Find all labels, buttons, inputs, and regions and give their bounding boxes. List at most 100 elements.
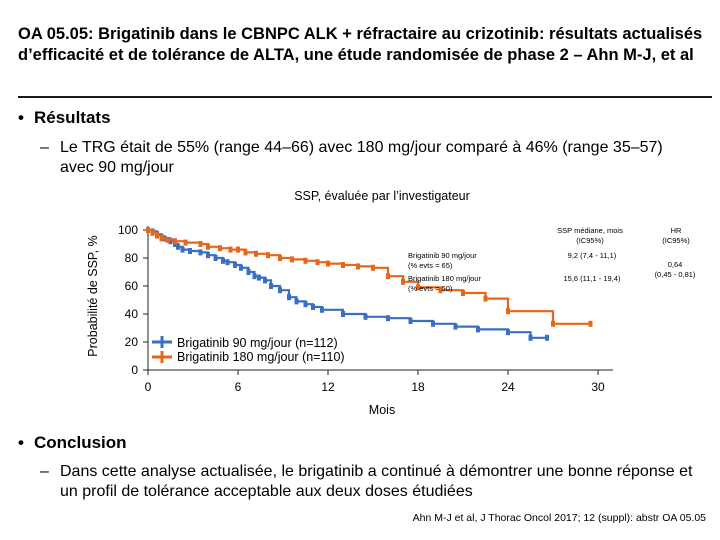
data-point xyxy=(198,241,203,247)
data-point xyxy=(408,318,413,324)
pfs-table: SSP médiane, mois (IC95%) HR (IC95%) Bri… xyxy=(408,226,696,293)
data-point xyxy=(545,334,549,341)
data-point xyxy=(506,329,510,336)
x-tick-label: 24 xyxy=(501,380,515,394)
x-tick-label: 30 xyxy=(591,380,605,394)
legend-item-180: Brigatinib 180 mg/jour (n=110) xyxy=(152,350,345,364)
data-point xyxy=(206,243,210,250)
data-point xyxy=(213,255,218,261)
data-point xyxy=(183,239,188,246)
series-line-1 xyxy=(148,228,591,325)
data-point xyxy=(239,264,243,271)
section-results: • Résultats xyxy=(18,108,111,128)
table-hr-ci: (0,45 - 0,81) xyxy=(655,270,696,279)
y-axis-label: Probabilité de SSP, % xyxy=(86,235,100,356)
data-point xyxy=(431,320,435,327)
chart-title: SSP, évaluée par l’investigateur xyxy=(294,189,470,203)
data-point xyxy=(254,250,258,257)
bullet-icon: • xyxy=(18,108,24,127)
table-col2-header-ci: (IC95%) xyxy=(662,236,690,245)
table-row1-value: 9,2 (7,4 - 11,1) xyxy=(568,251,617,260)
data-point xyxy=(386,273,390,280)
x-tick-label: 6 xyxy=(235,380,242,394)
data-point xyxy=(303,301,308,308)
x-tick-label: 0 xyxy=(145,380,152,394)
data-point xyxy=(176,243,180,250)
y-tick-label: 20 xyxy=(125,335,139,349)
axes: 0 20 40 60 80 100 0 6 12 18 24 30 xyxy=(118,223,613,394)
data-point xyxy=(278,255,282,261)
y-tick-label: 60 xyxy=(125,279,139,293)
section-conclusion: • Conclusion xyxy=(18,433,127,453)
data-point xyxy=(356,263,360,270)
data-point xyxy=(287,294,291,301)
data-point xyxy=(266,252,270,259)
bullet-icon: • xyxy=(18,433,24,452)
data-point xyxy=(290,256,294,263)
data-point xyxy=(246,269,251,275)
data-point xyxy=(416,284,420,291)
data-point xyxy=(198,249,203,256)
data-point xyxy=(243,249,248,256)
data-point xyxy=(263,277,267,284)
table-row2-value: 15,6 (11,1 - 19,4) xyxy=(564,274,621,283)
data-point xyxy=(371,264,375,271)
x-tick-label: 18 xyxy=(411,380,425,394)
data-point xyxy=(150,229,155,236)
data-point xyxy=(155,232,159,239)
data-point xyxy=(257,274,261,281)
conclusion-item: – Dans cette analyse actualisée, le briga… xyxy=(40,462,700,502)
data-point xyxy=(341,311,345,317)
data-point xyxy=(386,315,390,322)
dash-icon: – xyxy=(40,139,49,156)
legend-label-90: Brigatinib 90 mg/jour (n=112) xyxy=(177,336,338,350)
data-point xyxy=(146,227,150,233)
data-point xyxy=(588,320,593,327)
legend-label-180: Brigatinib 180 mg/jour (n=110) xyxy=(177,350,345,364)
data-point xyxy=(438,287,443,294)
data-point xyxy=(476,326,480,333)
section-results-label: Résultats xyxy=(34,108,111,127)
x-axis-label: Mois xyxy=(369,403,395,417)
x-tick-label: 12 xyxy=(321,380,335,394)
table-hr-value: 0,64 xyxy=(668,260,683,269)
y-tick-label: 80 xyxy=(125,251,139,265)
results-item: – Le TRG était de 55% (range 44–66) avec … xyxy=(40,138,700,178)
table-row2-label: Brigatinib 180 mg/jour xyxy=(408,274,481,283)
data-point xyxy=(236,246,240,253)
data-point xyxy=(551,320,555,327)
section-conclusion-label: Conclusion xyxy=(34,433,127,452)
reference: Ahn M-J et al, J Thorac Oncol 2017; 12 (… xyxy=(412,512,706,524)
conclusion-text: Dans cette analyse actualisée, le brigat… xyxy=(60,463,693,500)
y-tick-label: 0 xyxy=(131,363,138,377)
legend-item-90: Brigatinib 90 mg/jour (n=112) xyxy=(152,336,338,350)
data-point xyxy=(506,308,510,315)
legend: Brigatinib 90 mg/jour (n=112) Brigatinib… xyxy=(152,336,345,364)
table-col2-header: HR xyxy=(671,226,682,235)
data-point xyxy=(483,295,488,302)
data-point xyxy=(269,283,273,289)
table-row2-sublabel: (% evts = 50) xyxy=(408,284,453,293)
data-point xyxy=(320,306,324,313)
data-point xyxy=(188,248,192,254)
data-point xyxy=(159,235,164,242)
data-point xyxy=(461,290,465,296)
data-point xyxy=(218,245,222,252)
series-layer xyxy=(146,227,593,341)
table-row1-label: Brigatinib 90 mg/jour xyxy=(408,251,477,260)
data-point xyxy=(173,238,177,245)
data-point xyxy=(401,278,405,285)
table-col1-header-ci: (IC95%) xyxy=(576,236,604,245)
data-point xyxy=(528,334,533,341)
data-point xyxy=(326,260,330,267)
data-point xyxy=(278,287,282,294)
slide-title: OA 05.05: Brigatinib dans le CBNPC ALK +… xyxy=(18,25,703,64)
data-point xyxy=(311,304,315,310)
dash-icon: – xyxy=(40,463,49,480)
results-text: Le TRG était de 55% (range 44–66) avec 1… xyxy=(60,139,663,176)
data-point xyxy=(180,246,185,253)
data-point xyxy=(315,259,320,266)
data-point xyxy=(252,273,257,280)
data-point xyxy=(168,238,173,245)
